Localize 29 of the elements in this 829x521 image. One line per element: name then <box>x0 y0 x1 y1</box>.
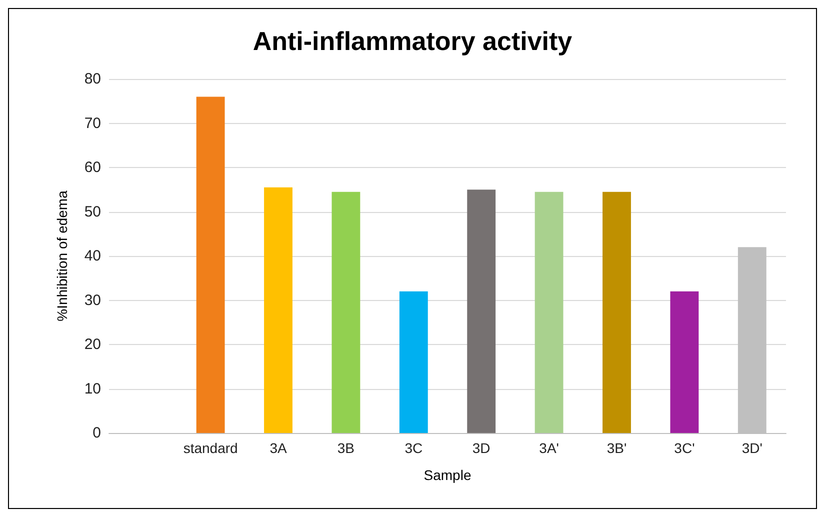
y-tick-label: 40 <box>84 248 101 264</box>
chart-title: Anti-inflammatory activity <box>252 26 573 56</box>
bar <box>670 291 699 433</box>
x-tick-label: 3C <box>404 440 423 456</box>
x-tick-label: 3C' <box>674 440 695 456</box>
x-tick-label: 3D <box>472 440 490 456</box>
x-tick-label: 3A <box>270 440 288 456</box>
x-tick-label: 3B' <box>606 440 627 456</box>
y-tick-label: 60 <box>84 159 101 176</box>
bar <box>399 291 428 433</box>
x-tick-label: standard <box>183 440 238 456</box>
bar <box>332 192 360 433</box>
y-tick-label: 0 <box>92 424 101 442</box>
bar <box>602 192 631 433</box>
y-tick-label: 10 <box>84 380 101 398</box>
bar <box>534 192 564 433</box>
x-tick-label: 3A' <box>539 440 559 456</box>
y-tick-label: 70 <box>84 114 101 132</box>
y-tick-label: 80 <box>84 70 101 88</box>
y-tick-label: 30 <box>84 292 101 309</box>
bar <box>264 187 292 433</box>
x-tick-label: 3D' <box>742 440 762 456</box>
y-tick-label: 20 <box>84 336 101 353</box>
x-tick-label: 3B <box>337 440 355 456</box>
bar <box>467 190 496 433</box>
x-axis-title: Sample <box>424 467 472 483</box>
y-tick-label: 50 <box>84 203 101 220</box>
y-axis-title: %Inhibition of edema <box>54 190 70 322</box>
bar <box>196 96 225 433</box>
